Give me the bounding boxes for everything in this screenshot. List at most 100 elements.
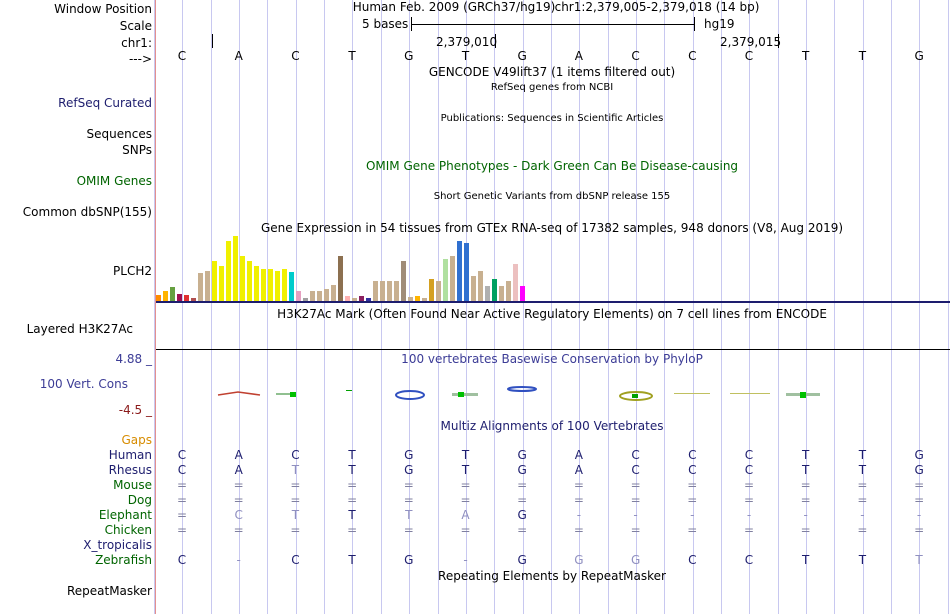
gtex-tissue-bar[interactable] xyxy=(338,256,343,301)
gtex-tissue-bar[interactable] xyxy=(247,261,252,301)
alignment-base: G xyxy=(914,448,924,462)
gtex-tissue-bar[interactable] xyxy=(296,291,301,301)
h3k27-baseline xyxy=(156,349,950,350)
gtex-tissue-bar[interactable] xyxy=(163,291,168,301)
alignment-base: T xyxy=(802,463,810,477)
alignment-base: = xyxy=(517,523,528,537)
alignment-base: C xyxy=(177,463,187,477)
gtex-tissue-bar[interactable] xyxy=(443,259,448,301)
scale-bar xyxy=(411,24,695,25)
alignment-base: = xyxy=(857,478,868,492)
gtex-tissue-bar[interactable] xyxy=(156,295,161,301)
gtex-tissue-bar[interactable] xyxy=(359,296,364,301)
alignment-base: = xyxy=(800,478,811,492)
gtex-tissue-bar[interactable] xyxy=(478,271,483,301)
dbsnp-track-label[interactable]: Common dbSNP(155) xyxy=(22,205,152,219)
gtex-tissue-bar[interactable] xyxy=(170,287,175,301)
gtex-tissue-bar[interactable] xyxy=(212,261,217,301)
gtex-tissue-bar[interactable] xyxy=(506,281,511,301)
gridline xyxy=(295,0,297,614)
alignment-base: T xyxy=(348,448,356,462)
track-divider xyxy=(155,0,156,614)
alignment-base: - xyxy=(860,508,865,522)
gtex-tissue-bar[interactable] xyxy=(513,264,518,301)
alignment-base: = xyxy=(743,523,755,537)
gtex-tissue-bar[interactable] xyxy=(352,298,357,301)
snps-track-label[interactable]: SNPs xyxy=(122,143,152,157)
gtex-tissue-bar[interactable] xyxy=(289,272,294,301)
gtex-tissue-bar[interactable] xyxy=(380,281,385,301)
base-letter: T xyxy=(802,49,810,63)
gtex-tissue-bar[interactable] xyxy=(233,236,238,301)
h3k27-track-label[interactable]: Layered H3K27Ac xyxy=(26,322,133,336)
gtex-tissue-bar[interactable] xyxy=(520,286,525,301)
gtex-tissue-bar[interactable] xyxy=(429,279,434,301)
gtex-tissue-bar[interactable] xyxy=(324,289,329,301)
gtex-tissue-bar[interactable] xyxy=(275,271,280,301)
alignment-base: = xyxy=(347,523,358,537)
gtex-tissue-bar[interactable] xyxy=(345,296,350,301)
gtex-tissue-bar[interactable] xyxy=(261,269,266,301)
gtex-tissue-bar[interactable] xyxy=(205,271,210,301)
gtex-tissue-bar[interactable] xyxy=(415,296,420,301)
gtex-tissue-bar[interactable] xyxy=(373,281,378,301)
conservation-wiggle[interactable] xyxy=(156,384,950,404)
species-label[interactable]: Human xyxy=(108,448,152,462)
gridline xyxy=(806,0,808,614)
gtex-tissue-bar[interactable] xyxy=(268,269,273,301)
alignment-base: T xyxy=(348,553,356,567)
gtex-tissue-bar[interactable] xyxy=(198,273,203,301)
sequences-track-label[interactable]: Sequences xyxy=(86,127,152,141)
gtex-tissue-bar[interactable] xyxy=(177,294,182,301)
h3k27-track-title: H3K27Ac Mark (Often Found Near Active Re… xyxy=(277,307,827,321)
gtex-tissue-bar[interactable] xyxy=(401,261,406,301)
gridline xyxy=(409,0,411,614)
gtex-tissue-bar[interactable] xyxy=(317,291,322,301)
gtex-bar-chart[interactable] xyxy=(156,235,950,301)
gtex-tissue-bar[interactable] xyxy=(499,286,504,301)
gtex-tissue-bar[interactable] xyxy=(492,279,497,301)
cons-glyph-5 xyxy=(452,392,478,397)
gridline xyxy=(380,0,382,614)
species-label[interactable]: X_tropicalis xyxy=(83,538,152,552)
refseq-track-label[interactable]: RefSeq Curated xyxy=(58,96,152,110)
cons-min-label: -4.5 _ xyxy=(118,403,152,417)
gtex-tissue-bar[interactable] xyxy=(485,286,490,301)
species-label[interactable]: Zebrafish xyxy=(95,553,152,567)
repeatmasker-track-label[interactable]: RepeatMasker xyxy=(66,584,152,598)
gtex-tissue-bar[interactable] xyxy=(450,256,455,301)
gtex-tissue-bar[interactable] xyxy=(366,298,371,301)
gtex-tissue-bar[interactable] xyxy=(240,256,245,301)
species-label[interactable]: Dog xyxy=(127,493,152,507)
gtex-tissue-bar[interactable] xyxy=(387,281,392,301)
cons-track-label[interactable]: 100 Vert. Cons xyxy=(39,377,128,391)
gtex-tissue-bar[interactable] xyxy=(254,266,259,301)
gtex-tissue-bar[interactable] xyxy=(310,291,315,301)
species-label[interactable]: Elephant xyxy=(98,508,152,522)
gtex-tissue-bar[interactable] xyxy=(436,281,441,301)
gtex-tissue-bar[interactable] xyxy=(331,285,336,301)
gtex-tissue-bar[interactable] xyxy=(408,297,413,301)
omim-track-label[interactable]: OMIM Genes xyxy=(76,174,152,188)
gtex-tissue-bar[interactable] xyxy=(219,266,224,301)
gtex-tissue-bar[interactable] xyxy=(226,241,231,301)
gtex-gene-label[interactable]: PLCH2 xyxy=(113,264,152,278)
gtex-tissue-bar[interactable] xyxy=(471,276,476,301)
species-label[interactable]: Mouse xyxy=(113,478,152,492)
gtex-tissue-bar[interactable] xyxy=(184,295,189,301)
base-letter: C xyxy=(631,49,640,63)
gencode-track-title[interactable]: GENCODE V49lift37 (1 items filtered out) xyxy=(428,65,676,79)
gtex-tissue-bar[interactable] xyxy=(422,298,427,301)
base-letter: C xyxy=(744,49,754,63)
gridline xyxy=(891,0,893,614)
gtex-tissue-bar[interactable] xyxy=(457,241,462,301)
gtex-tissue-bar[interactable] xyxy=(282,269,287,301)
gtex-tissue-bar[interactable] xyxy=(464,243,469,301)
species-label[interactable]: Rhesus xyxy=(108,463,152,477)
species-label[interactable]: Chicken xyxy=(104,523,152,537)
gtex-tissue-bar[interactable] xyxy=(191,298,196,301)
gtex-tissue-bar[interactable] xyxy=(303,298,308,301)
alignment-base: C xyxy=(688,463,697,477)
alignment-base: - xyxy=(690,508,695,522)
gtex-tissue-bar[interactable] xyxy=(394,281,399,301)
